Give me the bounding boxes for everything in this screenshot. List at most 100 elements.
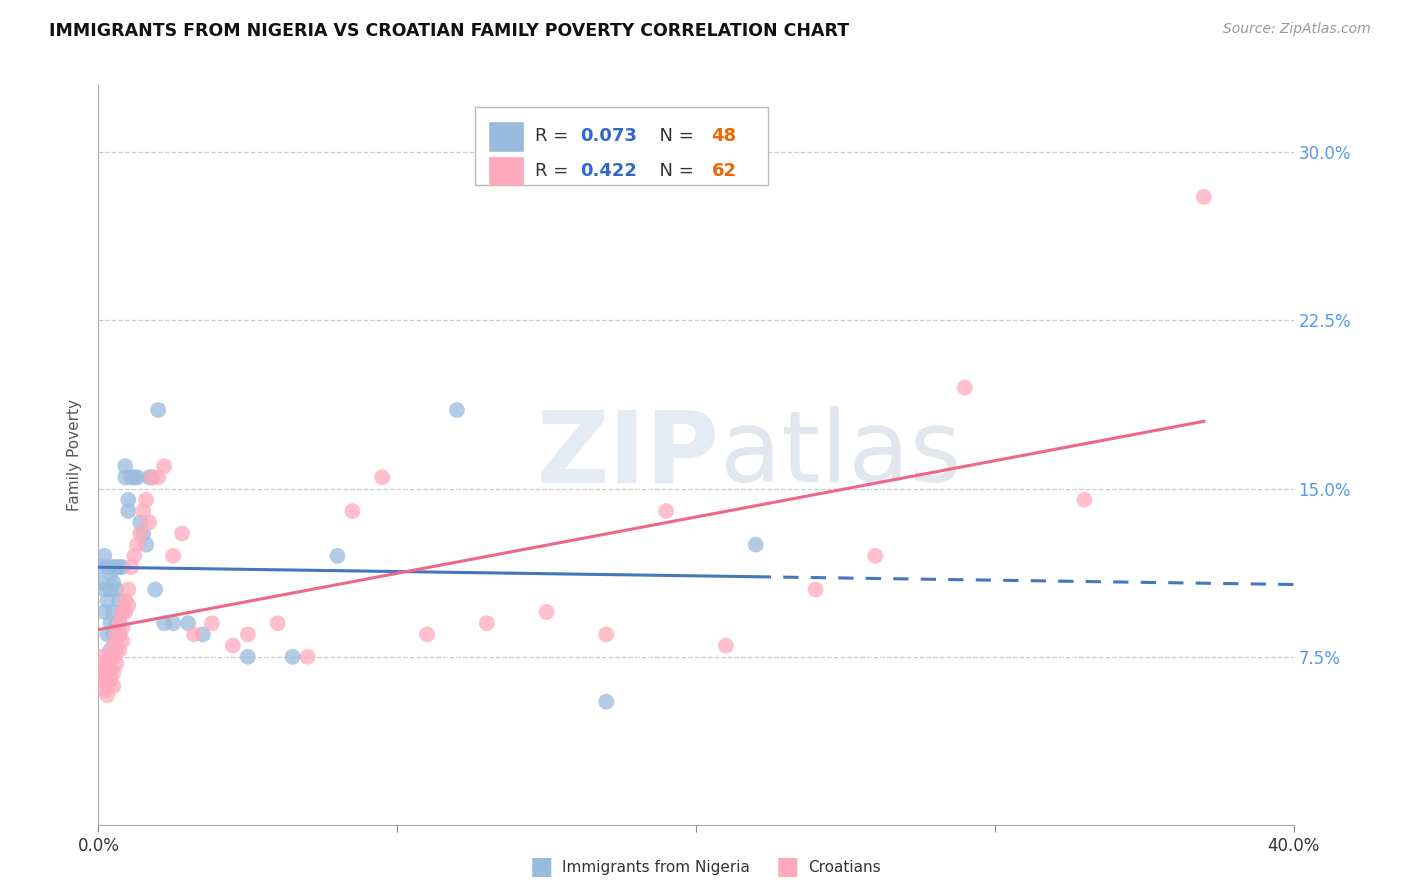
Point (103, 605, 125, 619)
Point (98, 649, 122, 664)
Point (124, 470, 146, 484)
Point (132, 526, 155, 541)
Point (714, 639, 737, 653)
Point (108, 560, 131, 574)
Text: N =: N = (648, 128, 700, 145)
Point (98, 582, 122, 597)
Point (326, 549, 349, 563)
Point (536, 605, 558, 619)
Bar (489, 122, 523, 151)
Point (105, 582, 128, 597)
Point (114, 605, 136, 619)
Text: 62: 62 (711, 161, 737, 179)
Point (93, 657, 115, 671)
Point (90, 673, 112, 687)
Point (117, 582, 139, 597)
Point (138, 470, 160, 484)
Point (90, 560, 112, 574)
Point (475, 616, 498, 631)
Point (117, 599, 139, 613)
Point (183, 627, 205, 641)
Point (108, 593, 131, 607)
Point (90, 661, 112, 675)
Point (98, 643, 122, 657)
Point (103, 627, 125, 641)
Text: N =: N = (648, 161, 700, 179)
Point (655, 504, 678, 518)
Point (96, 679, 118, 693)
Point (267, 616, 290, 631)
Point (98, 661, 122, 675)
Point (93, 605, 115, 619)
Point (162, 616, 184, 631)
Text: Source: ZipAtlas.com: Source: ZipAtlas.com (1223, 22, 1371, 37)
Point (124, 549, 146, 563)
Point (96, 593, 118, 607)
Point (96, 627, 118, 641)
Point (371, 470, 394, 484)
Point (90, 575, 112, 590)
Point (120, 560, 142, 574)
Point (103, 560, 125, 574)
Point (342, 504, 364, 518)
Point (96, 560, 118, 574)
Point (416, 627, 439, 641)
Point (108, 627, 131, 641)
Point (129, 526, 152, 541)
Text: 48: 48 (711, 128, 737, 145)
Bar (489, 157, 523, 185)
Text: 0.073: 0.073 (581, 128, 637, 145)
Point (236, 627, 259, 641)
Text: IMMIGRANTS FROM NIGERIA VS CROATIAN FAMILY POVERTY CORRELATION CHART: IMMIGRANTS FROM NIGERIA VS CROATIAN FAMI… (49, 22, 849, 40)
Text: atlas: atlas (720, 407, 962, 503)
Point (129, 515, 152, 529)
Point (108, 616, 131, 631)
Point (117, 504, 139, 518)
Point (191, 627, 214, 641)
Point (93, 683, 115, 698)
Point (153, 459, 176, 474)
Text: R =: R = (534, 128, 574, 145)
Point (98, 566, 122, 581)
Point (143, 582, 166, 597)
Point (148, 470, 170, 484)
Point (281, 649, 304, 664)
Text: Immigrants from Nigeria: Immigrants from Nigeria (562, 860, 751, 874)
Point (90, 649, 112, 664)
Point (93, 582, 115, 597)
Text: ZIP: ZIP (537, 407, 720, 503)
Point (111, 634, 134, 648)
Point (103, 649, 125, 664)
FancyBboxPatch shape (475, 107, 768, 185)
Point (222, 639, 245, 653)
Point (114, 470, 136, 484)
Point (177, 616, 200, 631)
Point (105, 657, 128, 671)
Point (108, 627, 131, 641)
Point (446, 403, 468, 417)
Point (93, 665, 115, 680)
Point (103, 679, 125, 693)
Point (236, 649, 259, 664)
Point (105, 560, 128, 574)
Text: Croatians: Croatians (808, 860, 882, 874)
Point (111, 605, 134, 619)
Text: R =: R = (534, 161, 574, 179)
Point (105, 616, 128, 631)
Point (138, 515, 160, 529)
Point (153, 616, 176, 631)
Point (117, 492, 139, 507)
Point (96, 665, 118, 680)
Point (111, 560, 134, 574)
Point (172, 526, 194, 541)
Point (105, 627, 128, 641)
Point (96, 688, 118, 702)
Point (120, 470, 142, 484)
Point (595, 695, 617, 709)
Text: 0.422: 0.422 (581, 161, 637, 179)
Point (96, 661, 118, 675)
Text: ■: ■ (530, 855, 553, 879)
Point (297, 649, 319, 664)
Point (1192, 190, 1215, 204)
Point (108, 643, 131, 657)
